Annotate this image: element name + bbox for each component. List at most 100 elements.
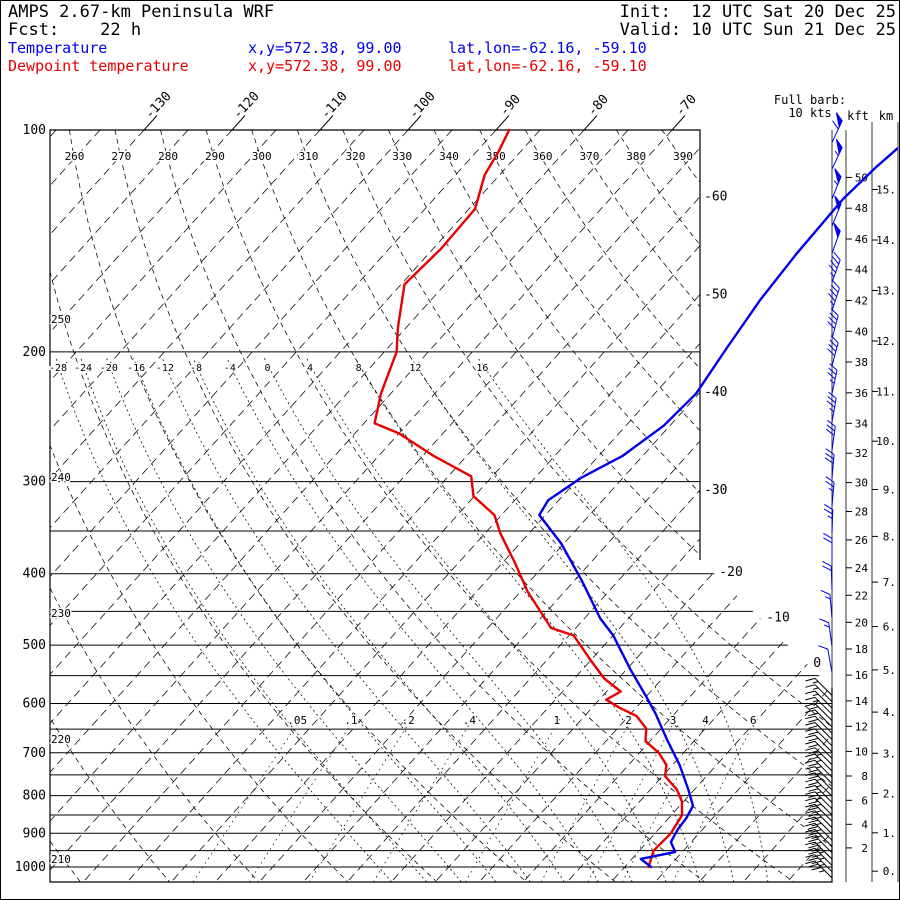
- wind-barb: [828, 251, 841, 283]
- km-tick-label: 13.: [876, 285, 896, 298]
- wind-barb: [822, 560, 833, 591]
- dewpoint-curve: [373, 128, 684, 869]
- isotherm-label-top: -90: [497, 92, 524, 119]
- isotherm-line: [50, 130, 57, 882]
- moist-adiabat-line: [306, 358, 667, 882]
- isotherm-label-right: -20: [719, 565, 742, 580]
- wind-barb: [805, 854, 833, 873]
- km-tick-label: 9.: [883, 484, 896, 497]
- pressure-label: 900: [23, 826, 46, 841]
- isotherm-label-right: 0: [813, 656, 821, 671]
- isotherm-label-top: -100: [406, 89, 438, 122]
- kft-tick-label: 12: [855, 720, 868, 733]
- kft-tick-label: 8: [861, 770, 868, 783]
- kft-tick-label: 46: [855, 233, 868, 246]
- kft-tick-label: 20: [855, 616, 868, 629]
- wind-barb: [805, 816, 833, 835]
- wind-barb: [823, 503, 834, 534]
- theta-label-top: 280: [158, 150, 178, 163]
- barb-legend-line2: 10 kts: [788, 106, 831, 120]
- wind-barb: [805, 734, 833, 753]
- isotherm-line: [478, 130, 832, 882]
- moist-adiabat-label: -4: [224, 363, 236, 374]
- dry-adiabat-line: [707, 130, 832, 882]
- temperature-curve: [538, 147, 899, 869]
- isotherm-line: [50, 130, 453, 882]
- pressure-label: 100: [23, 123, 46, 138]
- isotherm-label-right: -10: [766, 611, 789, 626]
- dry-adiabat-line: [570, 130, 832, 882]
- isotherm-line: [126, 130, 805, 882]
- mixing-ratio-label: .1: [344, 714, 357, 727]
- theta-label-left: 210: [51, 853, 71, 866]
- wind-barb: [818, 645, 833, 673]
- theta-label-left: 230: [51, 607, 71, 620]
- theta-label-top: 380: [626, 150, 646, 163]
- isotherm-line: [50, 130, 233, 882]
- km-tick-label: 15.: [876, 184, 896, 197]
- wind-barb: [805, 766, 833, 784]
- isotherm-line: [258, 130, 832, 882]
- mixing-ratio-label: 1: [553, 714, 560, 727]
- km-tick-label: 7.: [883, 576, 896, 589]
- moist-adiabat-label: -20: [100, 363, 118, 374]
- wind-barb: [827, 363, 838, 394]
- init-time: Init: 12 UTC Sat 20 Dec 25: [620, 2, 896, 22]
- pressure-label: 800: [23, 789, 46, 804]
- wind-barb-pennant: [833, 222, 841, 239]
- km-tick-label: 5.: [883, 664, 896, 677]
- theta-label-left: 220: [51, 733, 71, 746]
- isotherm-label-right: -30: [704, 483, 727, 498]
- kft-tick-label: 42: [855, 295, 868, 308]
- isotherm-line: [302, 130, 832, 882]
- isotherm-line: [50, 130, 189, 882]
- header: AMPS 2.67-km Peninsula WRF Fcst: 22 h In…: [8, 2, 896, 123]
- isotherm-stub: [495, 115, 510, 131]
- pressure-label: 300: [23, 475, 46, 490]
- km-axis-header: km: [879, 109, 893, 123]
- wind-barb: [805, 772, 833, 791]
- moist-adiabat-label: -12: [156, 363, 174, 374]
- valid-time: Valid: 10 UTC Sun 21 Dec 25: [620, 20, 896, 40]
- moist-adiabat-line: [226, 358, 599, 882]
- mixing-ratio-line: [465, 717, 561, 882]
- wind-barb: [805, 791, 833, 810]
- wind-barb: [805, 759, 833, 778]
- isotherm-label-right: -40: [704, 385, 727, 400]
- wind-barb: [828, 280, 840, 312]
- wind-barb: [805, 860, 833, 879]
- moist-adiabat-line: [411, 357, 735, 882]
- wind-barb: [825, 419, 836, 451]
- wind-barb: [805, 847, 833, 866]
- mixing-ratio-label: 4: [702, 714, 709, 727]
- wind-barb: [824, 448, 835, 479]
- mixing-ratio-label: 3: [670, 714, 677, 727]
- km-tick-label: 3.: [883, 747, 896, 760]
- kft-tick-label: 16: [855, 669, 868, 682]
- forecast-hour: Fcst: 22 h: [8, 20, 141, 40]
- moist-adiabat-label: 0: [264, 363, 270, 374]
- theta-label-left: 240: [51, 471, 71, 484]
- kft-tick-label: 2: [861, 842, 868, 855]
- isotherm-line: [214, 130, 832, 882]
- wind-barb: [805, 785, 833, 803]
- dry-adiabat-line: [50, 130, 349, 882]
- mixing-ratio-line: [248, 717, 356, 882]
- kft-tick-label: 34: [855, 417, 869, 430]
- theta-label-top: 390: [673, 150, 693, 163]
- dry-adiabat-line: [160, 130, 705, 882]
- dewpoint-xy: x,y=572.38, 99.00: [248, 57, 402, 75]
- theta-label-top: 270: [111, 150, 131, 163]
- isotherm-line: [50, 130, 717, 882]
- moist-adiabat-label: -16: [127, 363, 145, 374]
- isotherm-line: [50, 130, 321, 882]
- isotherm-stub: [143, 115, 158, 131]
- isotherm-stub: [671, 115, 686, 131]
- theta-label-top: 300: [252, 150, 272, 163]
- pressure-label: 700: [23, 746, 46, 761]
- wind-barb: [825, 476, 835, 507]
- moist-adiabat-label: 16: [476, 363, 488, 374]
- moist-adiabat-line: [192, 358, 565, 882]
- kft-tick-label: 24: [855, 562, 869, 575]
